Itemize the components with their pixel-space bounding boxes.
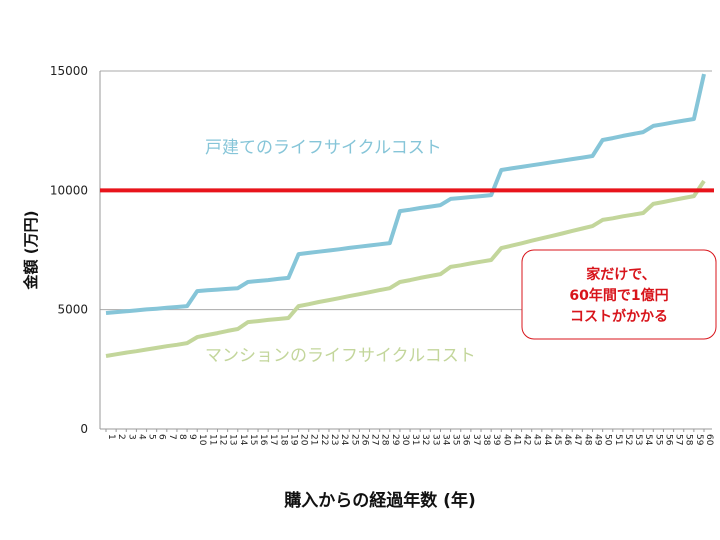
- x-tick-label: 40: [501, 434, 511, 446]
- y-tick-label: 10000: [50, 183, 88, 197]
- x-tick-label: 34: [440, 434, 450, 446]
- x-tick-label: 54: [643, 434, 653, 446]
- x-tick-label: 15: [248, 434, 258, 445]
- x-tick-label: 28: [380, 434, 390, 446]
- series-label-house: 戸建てのライフサイクルコスト: [205, 138, 442, 158]
- x-tick-label: 2: [116, 434, 126, 440]
- x-tick-label: 32: [420, 434, 430, 445]
- annotation-box: 家だけで、 60年間で1億円 コストがかかる: [521, 249, 717, 340]
- x-tick-label: 57: [674, 434, 684, 445]
- x-tick-label: 39: [491, 434, 501, 446]
- x-tick-label: 53: [633, 434, 643, 445]
- x-axis-title: 購入からの経過年数 (年): [284, 490, 475, 511]
- x-tick-label: 41: [511, 434, 521, 445]
- x-tick-label: 9: [187, 434, 197, 440]
- x-tick-label: 33: [430, 434, 440, 445]
- x-tick-label: 52: [623, 434, 633, 445]
- x-tick-label: 18: [278, 434, 288, 446]
- x-tick-label: 48: [582, 434, 592, 446]
- x-tick-label: 8: [177, 434, 187, 440]
- y-axis-title: 金額 (万円): [22, 211, 40, 291]
- series-label-mansion: マンションのライフサイクルコスト: [205, 346, 476, 366]
- x-tick-label: 4: [136, 434, 146, 440]
- x-tick-label: 14: [238, 434, 248, 446]
- x-tick-label: 25: [349, 434, 359, 445]
- y-tick-label: 15000: [50, 64, 88, 78]
- x-tick-label: 60: [704, 434, 714, 446]
- x-tick-label: 30: [400, 434, 410, 446]
- x-tick-label: 19: [288, 434, 298, 446]
- x-tick-label: 58: [684, 434, 694, 446]
- annotation-line-1: 家だけで、: [586, 266, 655, 283]
- x-tick-label: 11: [207, 434, 217, 445]
- x-tick-label: 10: [197, 434, 207, 446]
- x-tick-label: 12: [217, 434, 227, 445]
- x-tick-label: 56: [663, 434, 673, 446]
- x-tick-label: 35: [451, 434, 461, 445]
- x-tick-label: 51: [613, 434, 623, 445]
- x-tick-label: 45: [552, 434, 562, 445]
- x-tick-label: 42: [522, 434, 532, 445]
- x-tick-label: 36: [461, 434, 471, 446]
- x-tick-label: 20: [299, 434, 309, 446]
- y-tick-label: 0: [80, 422, 88, 436]
- x-tick-label: 44: [542, 434, 552, 446]
- x-tick-label: 22: [319, 434, 329, 445]
- annotation-line-2: 60年間で1億円: [569, 287, 668, 304]
- x-tick-label: 1: [106, 434, 116, 440]
- x-tick-label: 16: [258, 434, 268, 446]
- x-tick-label: 3: [126, 434, 136, 440]
- x-tick-label: 23: [329, 434, 339, 445]
- x-tick-label: 7: [167, 434, 177, 440]
- x-tick-label: 29: [390, 434, 400, 446]
- x-tick-label: 13: [228, 434, 238, 445]
- x-tick-label: 38: [481, 434, 491, 446]
- x-tick-label: 24: [339, 434, 349, 446]
- x-tick-label: 49: [593, 434, 603, 446]
- x-tick-label: 59: [694, 434, 704, 446]
- x-tick-label: 6: [157, 434, 167, 440]
- annotation-line-3: コストがかかる: [570, 308, 668, 325]
- x-tick-label: 26: [359, 434, 369, 446]
- x-tick-label: 17: [268, 434, 278, 445]
- x-tick-label: 5: [147, 434, 157, 440]
- x-tick-label: 37: [471, 434, 481, 445]
- series-line-mansion: [105, 179, 706, 358]
- x-tick-label: 46: [562, 434, 572, 446]
- x-tick-label: 27: [370, 434, 380, 445]
- y-tick-label: 5000: [57, 303, 88, 317]
- x-tick-label: 50: [603, 434, 613, 446]
- x-tick-label: 21: [309, 434, 319, 445]
- x-tick-label: 55: [653, 434, 663, 445]
- series-line-house: [105, 73, 706, 315]
- x-tick-label: 43: [532, 434, 542, 445]
- x-tick-label: 31: [410, 434, 420, 445]
- x-tick-label: 47: [572, 434, 582, 445]
